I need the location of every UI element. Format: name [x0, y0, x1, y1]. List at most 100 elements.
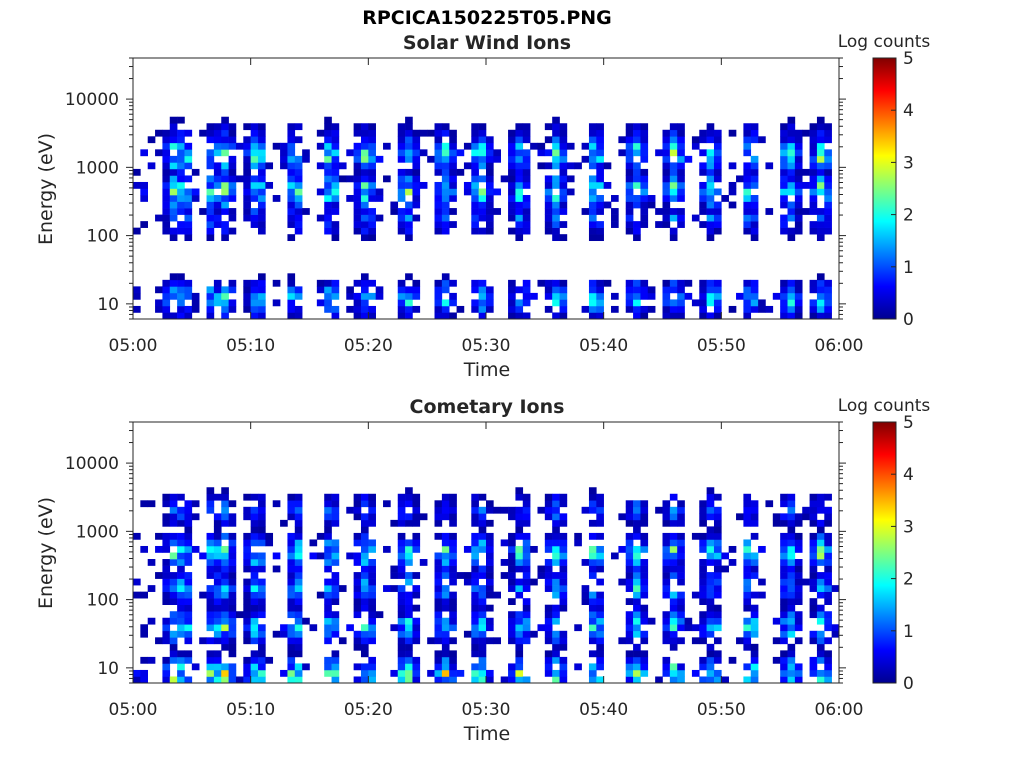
heatmap-cell [780, 227, 788, 235]
heatmap-cell [221, 572, 229, 579]
heatmap-cell [552, 227, 560, 235]
heatmap-cell [250, 552, 259, 560]
heatmap-cell [677, 617, 685, 625]
heatmap-cell [206, 559, 215, 566]
heatmap-cell [162, 585, 171, 592]
heatmap-cell [677, 506, 685, 514]
heatmap-cell [213, 279, 222, 287]
heatmap-cell [294, 168, 303, 176]
heatmap-cell [184, 624, 193, 632]
heatmap-cell [596, 591, 604, 599]
heatmap-cell [794, 181, 803, 189]
heatmap-cell [478, 656, 487, 664]
heatmap-cell [552, 286, 560, 294]
heatmap-cell [368, 591, 376, 599]
heatmap-cell [581, 305, 590, 313]
heatmap-cell [331, 519, 340, 527]
heatmap-cell [633, 604, 641, 612]
heatmap-cell [522, 286, 531, 294]
heatmap-cell [706, 312, 715, 320]
heatmap-cell [412, 591, 421, 599]
heatmap-cell [677, 545, 685, 553]
heatmap-cell [258, 656, 266, 664]
x-tick-label: 05:30 [462, 336, 511, 356]
heatmap-cell [258, 578, 266, 586]
heatmap-cell [250, 493, 259, 501]
heatmap-cell [412, 286, 421, 294]
heatmap-cell [677, 663, 685, 671]
heatmap-cell [699, 506, 707, 514]
heatmap-cell [640, 650, 649, 658]
heatmap-cell [228, 624, 237, 632]
heatmap-cell [824, 585, 832, 592]
heatmap-cell [441, 585, 450, 592]
heatmap-cell [706, 676, 715, 684]
heatmap-cell [559, 669, 568, 677]
heatmap-cell [559, 123, 568, 131]
heatmap-cell [780, 201, 788, 209]
heatmap-cell [162, 519, 171, 527]
heatmap-cell [368, 500, 376, 508]
heatmap-cell [368, 578, 376, 586]
heatmap-cell [412, 676, 421, 684]
heatmap-cell [588, 487, 597, 495]
heatmap-cell [625, 162, 634, 170]
heatmap-cell [184, 188, 193, 196]
heatmap-cell [478, 572, 487, 579]
heatmap-cell [780, 637, 788, 645]
heatmap-cell [133, 676, 141, 684]
heatmap-cell [375, 292, 384, 300]
heatmap-cell [522, 604, 531, 612]
heatmap-cell [434, 181, 443, 189]
heatmap-cell [206, 123, 215, 131]
heatmap-cell [294, 201, 303, 209]
heatmap-cell [243, 637, 251, 645]
heatmap-cell [360, 637, 369, 645]
heatmap-cell [177, 591, 185, 599]
heatmap-cell [794, 142, 803, 150]
heatmap-cell [787, 181, 796, 189]
heatmap-cell [596, 181, 604, 189]
heatmap-cell [794, 591, 803, 599]
heatmap-cell [177, 617, 185, 625]
heatmap-cell [596, 500, 604, 508]
heatmap-cell [213, 669, 222, 677]
heatmap-cell [699, 637, 707, 645]
heatmap-cell [177, 539, 185, 547]
heatmap-cell [706, 214, 715, 222]
heatmap-cell [250, 155, 259, 163]
heatmap-cell [228, 552, 237, 560]
heatmap-cell [588, 630, 597, 638]
heatmap-cell [243, 279, 251, 287]
heatmap-cell [544, 532, 553, 540]
heatmap-cell [794, 162, 803, 170]
heatmap-cell [750, 591, 759, 599]
heatmap-cell [596, 305, 604, 313]
heatmap-cell [405, 221, 413, 228]
heatmap-cell [360, 214, 369, 222]
heatmap-cell [471, 201, 479, 209]
heatmap-cell [368, 168, 376, 176]
heatmap-cell [787, 286, 796, 294]
heatmap-cell [758, 136, 766, 144]
heatmap-cell [272, 552, 281, 560]
heatmap-cell [515, 506, 524, 514]
heatmap-cell [544, 513, 553, 521]
heatmap-cell [691, 669, 700, 677]
heatmap-cell [633, 650, 641, 658]
heatmap-cell [750, 663, 759, 671]
heatmap-cell [177, 188, 185, 196]
heatmap-cell [353, 299, 362, 307]
heatmap-cell [515, 149, 524, 157]
heatmap-cell [787, 545, 796, 553]
heatmap-cell [368, 123, 376, 131]
heatmap-cell [816, 500, 825, 508]
heatmap-cell [412, 585, 421, 592]
heatmap-cell [684, 155, 693, 163]
heatmap-cell [633, 591, 641, 599]
heatmap-cell [647, 305, 656, 313]
heatmap-cell [574, 532, 582, 540]
heatmap-cell [780, 155, 788, 163]
heatmap-cell [258, 637, 266, 645]
heatmap-cell [772, 656, 781, 664]
